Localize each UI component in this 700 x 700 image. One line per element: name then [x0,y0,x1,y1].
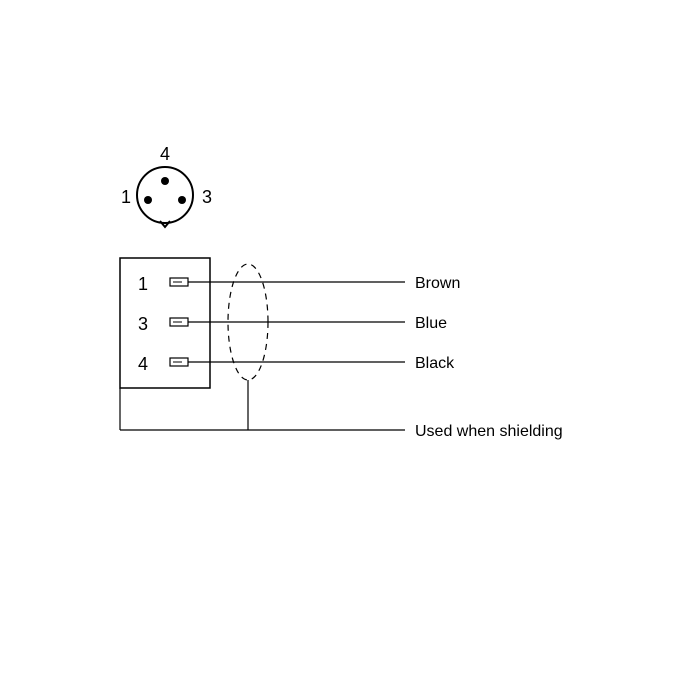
connector-pin-dot [144,196,152,204]
wiring-diagram: 1 4 3 1 Brown 3 Blue 4 Black Used when shielding [0,0,700,700]
wire-color-label: Brown [415,275,460,292]
terminal-pin-number: 3 [138,314,148,334]
connector-pin-label: 3 [202,187,212,207]
connector-pin-label: 1 [121,187,131,207]
shield-label: Used when shielding [415,423,563,440]
connector-pin-dot [161,177,169,185]
terminal-pin-number: 1 [138,274,148,294]
terminal-block [120,258,210,388]
terminal-pin-number: 4 [138,354,148,374]
connector-pin-dot [178,196,186,204]
connector-pin-label: 4 [160,144,170,164]
connector-outline [137,167,193,223]
wire-color-label: Blue [415,315,447,332]
wire-color-label: Black [415,355,455,372]
